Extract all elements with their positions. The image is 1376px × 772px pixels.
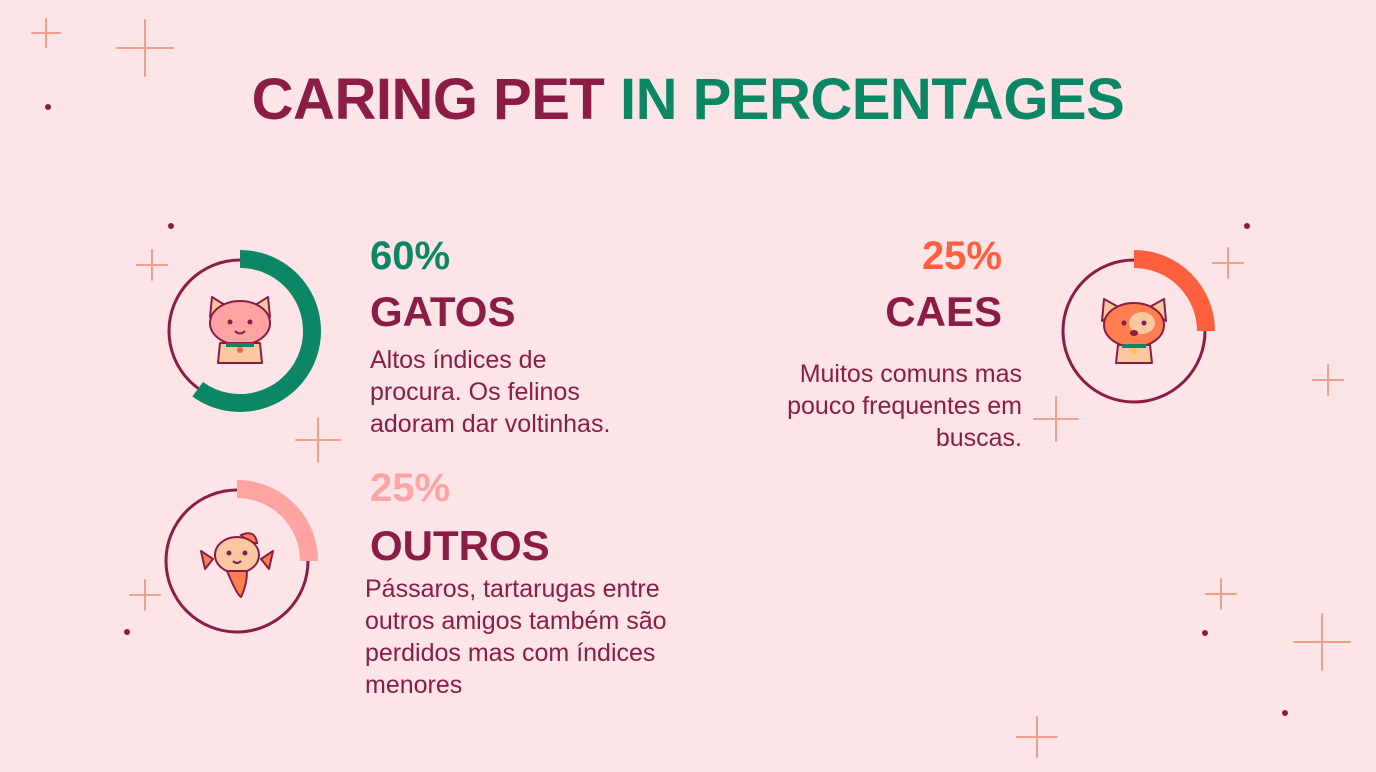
percent-gatos: 60% <box>370 234 451 278</box>
desc-line: menores <box>365 671 463 699</box>
dot <box>168 223 174 229</box>
label-gatos: GATOS <box>370 288 516 335</box>
desc-caes: Muitos comuns mas pouco frequentes em bu… <box>700 358 1022 454</box>
percent-outros: 25% <box>370 466 451 510</box>
sparkle-icon <box>129 579 161 611</box>
dot <box>1282 710 1288 716</box>
progress-ring-caes <box>1061 250 1215 404</box>
sparkle-icon <box>116 19 174 77</box>
title-part-1: CARING PET <box>251 67 605 132</box>
desc-line: outros amigos também são <box>365 607 667 635</box>
progress-ring-outros <box>164 480 318 634</box>
sparkle-icon <box>1293 613 1351 671</box>
progress-ring-gatos <box>167 250 321 412</box>
dot <box>45 104 51 110</box>
dot <box>1202 630 1208 636</box>
desc-line: adoram dar voltinhas. <box>370 410 611 438</box>
desc-line: Pássaros, tartarugas entre <box>365 575 660 603</box>
ring-arc <box>192 250 321 412</box>
sparkle-icon <box>295 417 341 463</box>
cat-icon <box>209 296 271 364</box>
label-caes: CAES <box>885 288 1002 335</box>
label-outros: OUTROS <box>370 522 550 569</box>
desc-gatos: Altos índices de procura. Os felinos ado… <box>370 344 700 440</box>
fish-icon <box>200 532 274 598</box>
dot <box>124 629 130 635</box>
sparkle-icon <box>1016 716 1058 758</box>
sparkle-icon <box>1205 578 1237 610</box>
percent-caes: 25% <box>921 234 1002 278</box>
desc-outros: Pássaros, tartarugas entre outros amigos… <box>365 573 765 701</box>
sparkle-icon <box>1312 364 1344 396</box>
desc-line: Muitos comuns mas <box>799 360 1022 388</box>
sparkle-icon <box>136 249 168 281</box>
ring-arc <box>1133 250 1215 332</box>
desc-line: perdidos mas com índices <box>365 639 656 667</box>
title-part-2: IN PERCENTAGES <box>619 67 1125 132</box>
dog-icon <box>1101 298 1167 364</box>
desc-line: pouco frequentes em <box>787 392 1022 420</box>
desc-line: buscas. <box>935 424 1022 452</box>
dot <box>1244 223 1250 229</box>
ring-arc <box>236 480 318 562</box>
sparkle-icon <box>1033 396 1079 442</box>
desc-line: procura. Os felinos <box>370 378 580 406</box>
desc-line: Altos índices de <box>370 346 547 374</box>
sparkle-icon <box>31 18 61 48</box>
sparkle-icon <box>1212 247 1244 279</box>
page-title: CARING PET IN PERCENTAGES <box>0 66 1376 133</box>
